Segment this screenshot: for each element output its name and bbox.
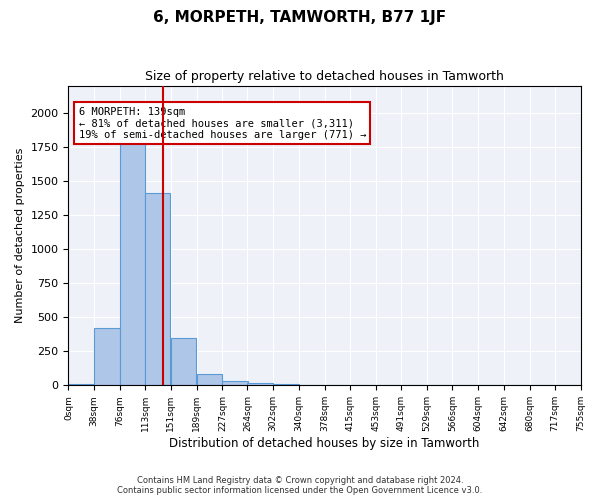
Text: 6 MORPETH: 139sqm
← 81% of detached houses are smaller (3,311)
19% of semi-detac: 6 MORPETH: 139sqm ← 81% of detached hous… [79, 106, 366, 140]
Bar [223, 380, 248, 386]
Bar [197, 374, 222, 386]
Bar [94, 328, 119, 386]
Bar [171, 338, 196, 386]
Bar [68, 384, 94, 386]
Bar [273, 384, 299, 386]
Y-axis label: Number of detached properties: Number of detached properties [15, 148, 25, 323]
Bar [247, 382, 273, 386]
Text: 6, MORPETH, TAMWORTH, B77 1JF: 6, MORPETH, TAMWORTH, B77 1JF [154, 10, 446, 25]
Bar [145, 193, 170, 386]
X-axis label: Distribution of detached houses by size in Tamworth: Distribution of detached houses by size … [169, 437, 479, 450]
Title: Size of property relative to detached houses in Tamworth: Size of property relative to detached ho… [145, 70, 504, 83]
Text: Contains HM Land Registry data © Crown copyright and database right 2024.
Contai: Contains HM Land Registry data © Crown c… [118, 476, 482, 495]
Bar [120, 138, 145, 386]
